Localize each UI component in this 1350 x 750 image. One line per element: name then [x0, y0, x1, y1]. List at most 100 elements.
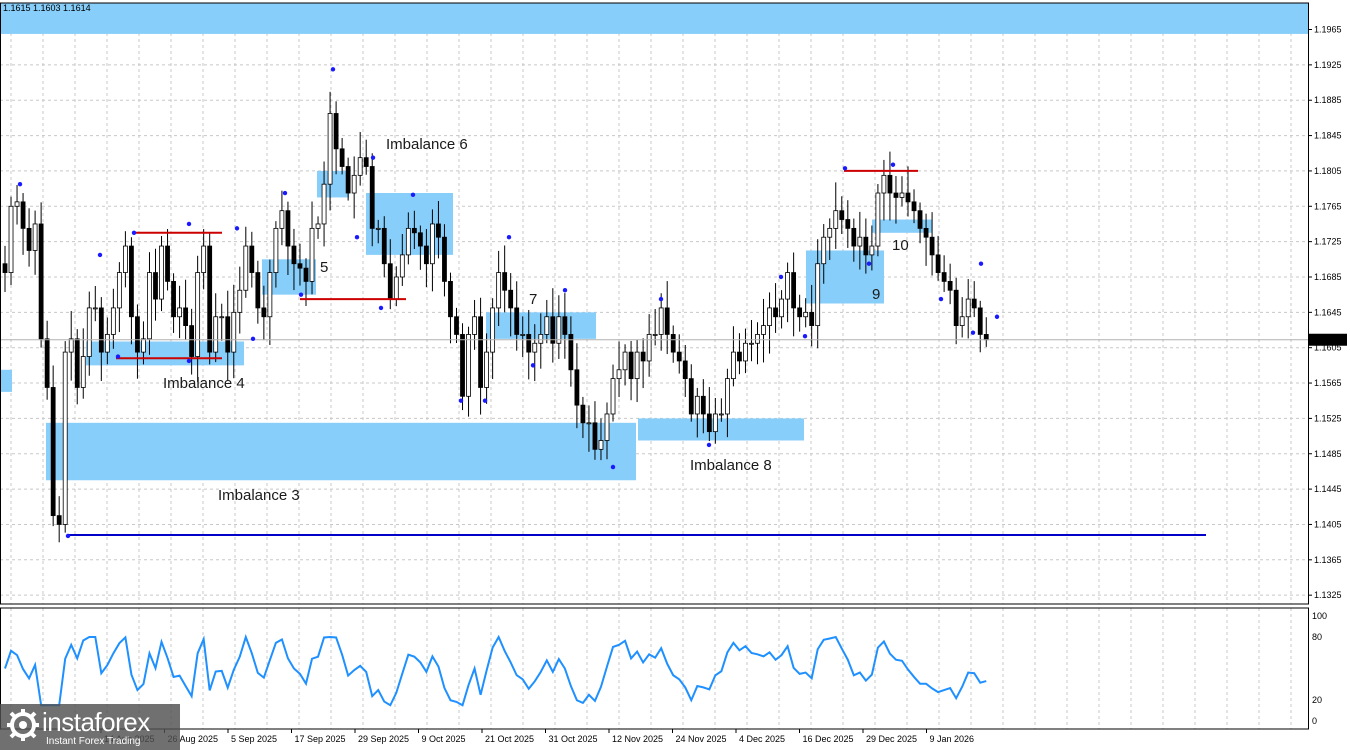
candle [255, 260, 261, 324]
candle-body [159, 245, 164, 300]
candle-body [484, 351, 490, 388]
candle-body [574, 369, 580, 406]
candle-body [189, 325, 195, 357]
candle-body [658, 307, 664, 335]
candle [869, 225, 875, 271]
x-tick-label: 17 Sep 2025 [295, 734, 346, 744]
y-tick-label: 1.1365 [1314, 555, 1342, 565]
price-badge [1309, 333, 1347, 346]
candle-body [423, 245, 429, 265]
candlesticks [2, 91, 989, 543]
candle-body [165, 245, 170, 282]
candle [56, 496, 62, 543]
candle [688, 364, 694, 422]
candle [610, 364, 616, 422]
candle-body [147, 272, 152, 340]
swing-marker [802, 334, 808, 339]
candle-body [532, 342, 538, 353]
candle [249, 231, 255, 288]
candle [195, 255, 201, 383]
x-tick-label: 9 Jan 2026 [930, 734, 975, 744]
candle-body [32, 223, 38, 251]
candle [821, 224, 827, 284]
zone-label: Imbalance 3 [218, 487, 300, 504]
candle-body [953, 289, 959, 326]
candle-body [977, 307, 983, 335]
candle-body [502, 272, 508, 291]
candle [526, 309, 532, 380]
candle-body [773, 307, 778, 318]
candle [14, 184, 20, 225]
candle-body [634, 351, 640, 380]
osc-tick-label: 80 [1312, 632, 1322, 642]
swing-marker [938, 296, 944, 302]
candle-body [92, 307, 98, 310]
levels [0, 169, 1308, 537]
oscillator-line [4, 633, 987, 707]
candle-body [472, 316, 477, 335]
candle-body [405, 227, 411, 256]
candle-body [448, 281, 453, 318]
candle-body [237, 289, 243, 313]
candle [219, 303, 225, 341]
candle [267, 259, 273, 345]
candle-body [508, 289, 514, 309]
swing-marker [530, 363, 536, 368]
candle [231, 284, 237, 379]
candle [718, 398, 724, 422]
candle [965, 279, 971, 339]
candle [38, 202, 44, 348]
y-tick-label: 1.1445 [1314, 484, 1342, 494]
candle-body [622, 351, 628, 371]
candle-body [80, 356, 86, 388]
candle-body [315, 223, 321, 229]
candle-body [411, 227, 417, 234]
candle-body [815, 263, 821, 326]
candle-body [285, 210, 291, 247]
candle-body [399, 254, 405, 278]
swing-marker [890, 162, 896, 167]
osc-tick-label: 100 [1312, 611, 1327, 621]
candle [827, 218, 833, 260]
candle-body [965, 298, 971, 318]
candle-body [393, 276, 399, 300]
candle [953, 277, 959, 345]
candle-body [327, 113, 333, 185]
candle-body [110, 307, 116, 335]
ohlc-readout: 1.1615 1.1603 1.1614 [3, 3, 91, 13]
x-tick-label: 5 Sep 2025 [231, 734, 277, 744]
candle [556, 295, 562, 359]
x-tick-label: 29 Dec 2025 [866, 734, 917, 744]
y-tick-label: 1.1885 [1314, 95, 1342, 105]
swing-marker [458, 398, 464, 403]
candle [634, 339, 640, 403]
x-tick-label: 9 Oct 2025 [422, 734, 466, 744]
candle [947, 263, 953, 305]
candle-body [941, 272, 947, 282]
candle-body [357, 157, 363, 176]
candle [592, 401, 598, 460]
candle-body [20, 201, 26, 229]
candle [92, 286, 98, 322]
candle-body [887, 174, 893, 194]
candle-body [231, 311, 237, 353]
candle [839, 196, 845, 235]
price-panel-frame [0, 2, 1309, 605]
osc-tick-label: 0 [1312, 716, 1317, 726]
candle [177, 285, 182, 339]
candle [171, 273, 176, 333]
candle [159, 235, 164, 312]
candle [363, 139, 369, 175]
candle-body [731, 351, 736, 380]
y-tick-label: 1.1925 [1314, 60, 1342, 70]
candle-body [279, 210, 285, 229]
candle [26, 208, 32, 267]
candle-body [857, 236, 863, 247]
candle [815, 239, 821, 349]
candle [550, 288, 556, 363]
candle [321, 161, 327, 247]
y-tick-label: 1.1805 [1314, 166, 1342, 176]
x-tick-label: 29 Sep 2025 [358, 734, 409, 744]
